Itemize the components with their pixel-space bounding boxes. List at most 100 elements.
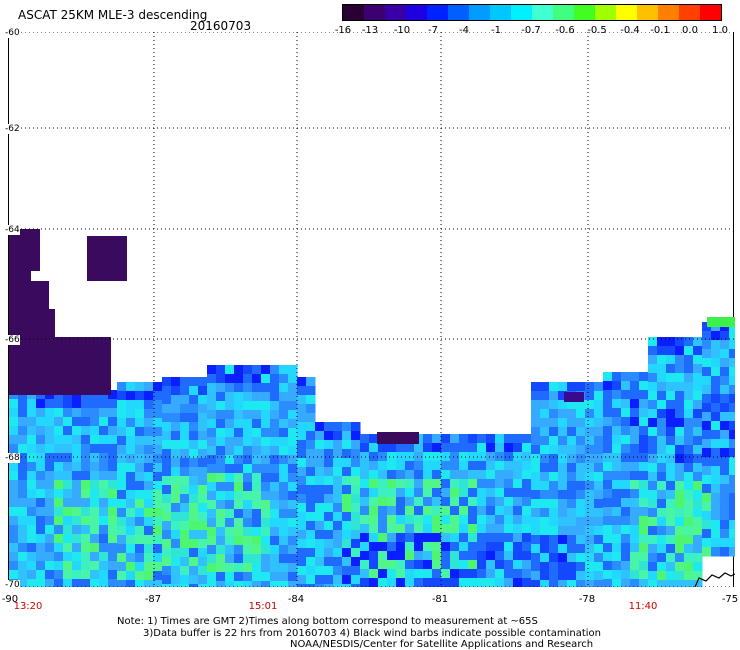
- data-cell: [351, 530, 361, 540]
- data-cell: [540, 553, 550, 563]
- data-cell: [216, 482, 226, 492]
- data-cell: [657, 436, 667, 446]
- data-cell: [414, 569, 424, 579]
- data-cell: [27, 417, 37, 427]
- data-cell: [621, 516, 631, 526]
- data-cell: [270, 464, 280, 474]
- data-cell: [117, 418, 127, 428]
- data-cell: [90, 516, 100, 526]
- data-cell: [90, 408, 100, 418]
- data-cell: [9, 435, 19, 445]
- data-cell: [468, 569, 478, 579]
- data-cell: [45, 417, 55, 427]
- data-cell: [90, 462, 100, 472]
- data-cell: [126, 571, 136, 581]
- data-cell: [414, 470, 424, 480]
- data-cell: [9, 417, 19, 427]
- data-cell: [315, 566, 325, 576]
- data-cell: [711, 340, 721, 350]
- data-cell: [558, 580, 568, 590]
- data-cell: [279, 572, 289, 582]
- data-cell: [639, 516, 649, 526]
- data-cell: [567, 454, 577, 464]
- data-cell: [459, 497, 469, 507]
- data-cell: [288, 464, 298, 474]
- data-cell: [288, 581, 298, 591]
- data-cell: [315, 458, 325, 468]
- data-cell: [72, 480, 82, 490]
- data-cell: [216, 509, 226, 519]
- data-cell: [531, 454, 541, 464]
- data-cell: [531, 571, 541, 581]
- colorbar-segment: [700, 5, 721, 20]
- time-label-3: 11:40: [628, 601, 658, 612]
- data-cell: [54, 462, 64, 472]
- data-cell: [171, 566, 181, 576]
- data-cell: [729, 511, 739, 521]
- data-cell: [531, 508, 541, 518]
- data-cell: [657, 508, 667, 518]
- data-cell: [369, 569, 379, 579]
- data-cell: [675, 526, 685, 536]
- data-cell: [684, 409, 694, 419]
- data-cell: [63, 453, 73, 463]
- data-cell: [144, 472, 154, 482]
- data-cell: [414, 524, 424, 534]
- data-cell: [504, 452, 514, 462]
- data-cell: [594, 436, 604, 446]
- data-cell: [702, 322, 712, 332]
- data-cell: [234, 455, 244, 465]
- data-cell: [189, 395, 199, 405]
- data-cell: [306, 512, 316, 522]
- data-cell: [369, 461, 379, 471]
- data-cell: [360, 524, 370, 534]
- data-cell: [315, 548, 325, 558]
- data-cell: [135, 463, 145, 473]
- data-cell: [630, 399, 640, 409]
- data-cell: [126, 463, 136, 473]
- data-cell: [648, 436, 658, 446]
- data-cell: [711, 403, 721, 413]
- data-cell: [684, 454, 694, 464]
- data-cell: [450, 542, 460, 552]
- data-cell: [261, 446, 271, 456]
- data-cell: [72, 498, 82, 508]
- data-cell: [612, 381, 622, 391]
- data-cell: [261, 365, 271, 375]
- data-cell: [54, 552, 64, 562]
- data-cell: [648, 427, 658, 437]
- data-cell: [288, 563, 298, 573]
- data-cell: [594, 418, 604, 428]
- data-cell: [684, 526, 694, 536]
- data-cell: [621, 507, 631, 517]
- data-cell: [171, 404, 181, 414]
- data-cell: [378, 578, 388, 588]
- data-cell: [9, 471, 19, 481]
- data-cell: [225, 509, 235, 519]
- data-cell: [630, 579, 640, 589]
- data-cell: [63, 570, 73, 580]
- data-cell: [216, 518, 226, 528]
- data-cell: [288, 518, 298, 528]
- data-cell: [603, 372, 613, 382]
- data-cell: [666, 553, 676, 563]
- data-cell: [621, 390, 631, 400]
- data-cell: [612, 399, 622, 409]
- data-cell: [567, 436, 577, 446]
- data-cell: [711, 475, 721, 485]
- data-cell: [90, 579, 100, 589]
- data-cell: [243, 581, 253, 591]
- data-cell: [558, 445, 568, 455]
- lon-label-87: -87: [144, 594, 162, 605]
- data-cell: [513, 515, 523, 525]
- data-cell: [522, 533, 532, 543]
- data-cell: [711, 493, 721, 503]
- data-cell: [522, 569, 532, 579]
- data-cell: [153, 418, 163, 428]
- data-cell: [27, 489, 37, 499]
- data-cell: [117, 436, 127, 446]
- data-cell: [180, 440, 190, 450]
- data-cell: [333, 476, 343, 486]
- data-cell: [702, 394, 712, 404]
- data-cell: [702, 376, 712, 386]
